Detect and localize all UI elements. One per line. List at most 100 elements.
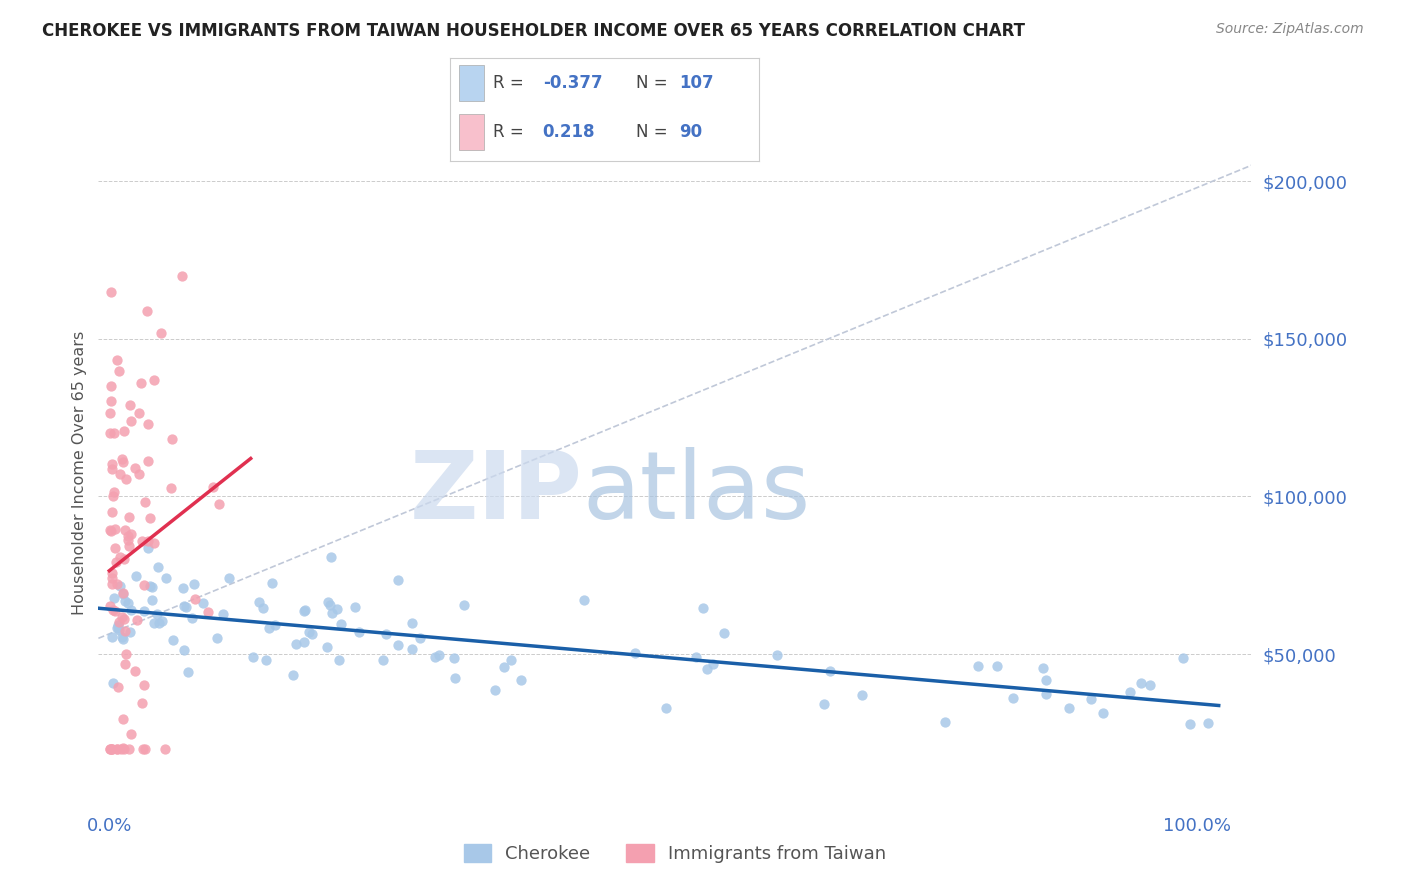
- Point: [254, 653, 277, 667]
- Point: [150, 326, 173, 340]
- Point: [242, 650, 264, 665]
- Point: [108, 615, 131, 629]
- Point: [986, 659, 1008, 673]
- Point: [574, 593, 596, 607]
- Point: [118, 398, 141, 412]
- Point: [174, 600, 197, 615]
- Text: -0.377: -0.377: [543, 74, 602, 92]
- Point: [172, 582, 194, 596]
- Point: [453, 598, 475, 612]
- Text: atlas: atlas: [582, 447, 811, 539]
- Point: [111, 632, 134, 646]
- Point: [1001, 690, 1024, 705]
- Point: [124, 664, 146, 678]
- Point: [218, 571, 240, 585]
- Point: [766, 648, 789, 663]
- Point: [201, 480, 224, 494]
- Point: [111, 586, 134, 600]
- Point: [212, 607, 235, 621]
- Point: [143, 616, 166, 631]
- Point: [180, 611, 202, 625]
- Point: [107, 618, 129, 632]
- Point: [347, 625, 370, 640]
- Bar: [460, 65, 484, 101]
- Text: Source: ZipAtlas.com: Source: ZipAtlas.com: [1216, 22, 1364, 37]
- Point: [114, 624, 136, 639]
- Point: [851, 689, 873, 703]
- Point: [292, 604, 315, 618]
- Point: [141, 580, 163, 594]
- Point: [316, 640, 339, 654]
- Point: [134, 604, 156, 618]
- Point: [328, 653, 350, 667]
- Point: [162, 633, 184, 648]
- Point: [692, 601, 714, 615]
- Point: [713, 625, 735, 640]
- Point: [114, 612, 136, 626]
- Point: [100, 571, 122, 585]
- Point: [387, 638, 409, 652]
- Point: [934, 714, 956, 729]
- Point: [375, 626, 398, 640]
- Point: [208, 497, 231, 511]
- Text: R =: R =: [494, 123, 524, 141]
- Point: [813, 697, 835, 711]
- Point: [401, 641, 423, 656]
- Point: [148, 559, 170, 574]
- Bar: [460, 114, 484, 150]
- Point: [170, 268, 193, 283]
- Point: [100, 741, 122, 756]
- Point: [160, 432, 183, 446]
- Point: [112, 712, 135, 726]
- Point: [101, 458, 124, 472]
- Point: [702, 657, 724, 671]
- Point: [108, 550, 131, 565]
- Point: [100, 741, 122, 756]
- Text: N =: N =: [636, 74, 666, 92]
- Point: [1119, 685, 1142, 699]
- Point: [387, 573, 409, 587]
- Point: [294, 603, 316, 617]
- Point: [141, 593, 163, 607]
- Point: [262, 576, 284, 591]
- Text: R =: R =: [494, 74, 524, 92]
- Point: [318, 598, 340, 612]
- Point: [484, 682, 506, 697]
- Point: [131, 376, 153, 391]
- Point: [142, 536, 165, 550]
- Point: [124, 461, 146, 475]
- Point: [132, 577, 155, 591]
- Point: [104, 541, 127, 555]
- Point: [114, 657, 136, 671]
- Point: [247, 594, 270, 608]
- Point: [136, 454, 159, 468]
- Point: [117, 741, 139, 756]
- Point: [1092, 706, 1115, 720]
- Text: N =: N =: [636, 123, 666, 141]
- Point: [112, 741, 135, 756]
- Point: [131, 533, 153, 548]
- Point: [125, 613, 148, 627]
- Point: [101, 741, 124, 756]
- Text: 107: 107: [679, 74, 713, 92]
- Point: [110, 610, 132, 624]
- Point: [104, 555, 127, 569]
- Point: [1171, 651, 1194, 665]
- Point: [125, 568, 148, 582]
- Point: [128, 467, 150, 482]
- Point: [105, 741, 128, 756]
- Point: [160, 481, 183, 495]
- Point: [1032, 661, 1054, 675]
- Point: [105, 741, 128, 756]
- Point: [100, 379, 122, 393]
- Point: [118, 539, 141, 553]
- Point: [112, 424, 135, 438]
- Text: 0.218: 0.218: [543, 123, 595, 141]
- Point: [138, 511, 160, 525]
- Point: [264, 618, 287, 632]
- Legend: Cherokee, Immigrants from Taiwan: Cherokee, Immigrants from Taiwan: [457, 837, 893, 871]
- Point: [114, 594, 136, 608]
- Point: [101, 566, 124, 581]
- Point: [103, 425, 125, 440]
- Point: [1035, 688, 1057, 702]
